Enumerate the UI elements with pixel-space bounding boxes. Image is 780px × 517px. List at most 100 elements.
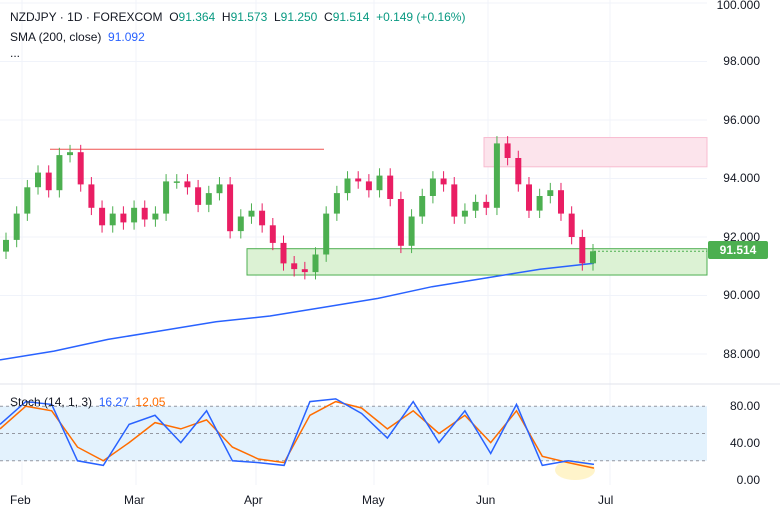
price-tick: 98.000 — [723, 54, 760, 68]
more-indicators[interactable]: ... — [10, 46, 20, 60]
candle-body — [141, 207, 148, 220]
candle-body — [259, 210, 266, 226]
candle-body — [419, 196, 426, 217]
price-tick: 100.000 — [716, 0, 760, 12]
candle-body — [558, 190, 564, 214]
stoch-tick: 40.00 — [729, 436, 760, 450]
candle-body — [99, 207, 106, 226]
candle-body — [365, 181, 372, 191]
time-tick: Apr — [244, 493, 263, 507]
low-label: L — [273, 10, 281, 24]
candle-body — [195, 187, 202, 205]
candle-body — [291, 263, 298, 270]
exchange-name: FOREXCOM — [93, 10, 163, 24]
high-label: H — [221, 10, 231, 24]
candle-body — [173, 181, 180, 183]
candle-body — [461, 210, 468, 217]
interval[interactable]: 1D — [67, 10, 83, 24]
candle-body — [579, 237, 586, 264]
high-value: 91.573 — [230, 10, 268, 24]
candle-body — [120, 213, 127, 223]
candle-body — [280, 242, 287, 264]
highlight-circle — [555, 460, 595, 480]
candle-body — [355, 178, 362, 182]
candle-body — [131, 207, 138, 223]
stoch-d-line — [0, 400, 595, 469]
sma-label: SMA (200, close) — [10, 30, 102, 44]
price-tick: 94.000 — [723, 171, 760, 185]
close-label: C — [324, 10, 333, 24]
candle-body — [504, 143, 511, 158]
candle-body — [88, 184, 95, 208]
candle-body — [408, 216, 415, 246]
candle-body — [515, 158, 522, 185]
more-label: ... — [10, 46, 21, 60]
candle-body — [216, 184, 223, 194]
candle-body — [3, 239, 9, 252]
candle-body — [152, 213, 159, 220]
open-value: 91.364 — [178, 10, 216, 24]
candle-body — [109, 213, 116, 226]
separator: · — [59, 10, 64, 24]
candle-body — [526, 184, 532, 211]
stoch-k-value: 16.27 — [98, 395, 129, 409]
candle-body — [312, 254, 319, 273]
candle-body — [163, 181, 170, 214]
candle-body — [376, 175, 383, 191]
candle-body — [56, 155, 63, 191]
time-tick: Mar — [124, 493, 145, 507]
stoch-label: Stoch (14, 1, 3) — [10, 395, 93, 409]
price-tick: 96.000 — [723, 113, 760, 127]
time-tick: Jul — [598, 493, 614, 507]
candle-body — [472, 201, 479, 211]
candle-body — [237, 216, 244, 232]
candle-body — [547, 190, 554, 196]
candle-body — [45, 172, 52, 191]
candle-body — [397, 199, 404, 246]
ohlc-legend: NZDJPY · 1D · FOREXCOM O91.364 H91.573 L… — [10, 10, 465, 24]
candle-body — [67, 152, 73, 156]
sma-legend[interactable]: SMA (200, close) 91.092 — [10, 30, 145, 44]
candle-body — [493, 143, 500, 208]
current-price-badge: 91.514 — [708, 241, 768, 259]
candle-body — [387, 175, 394, 199]
price-tick: 90.000 — [723, 288, 760, 302]
symbol-name[interactable]: NZDJPY — [10, 10, 57, 24]
low-value: 91.250 — [280, 10, 318, 24]
candle-body — [440, 178, 447, 185]
candle-body — [227, 184, 234, 232]
stoch-legend[interactable]: Stoch (14, 1, 3) 16.27 12.05 — [10, 395, 165, 409]
sma-value: 91.092 — [108, 30, 145, 44]
sma-line — [0, 262, 595, 361]
candle-body — [269, 225, 276, 243]
stoch-d-value: 12.05 — [135, 395, 166, 409]
candle-body — [590, 251, 596, 264]
stoch-tick: 0.00 — [736, 473, 760, 487]
candle-body — [35, 172, 41, 188]
time-tick: Feb — [10, 493, 31, 507]
time-tick: Jun — [476, 493, 496, 507]
candle-body — [568, 213, 575, 237]
open-label: O — [169, 10, 179, 24]
stoch-k-line — [0, 398, 595, 467]
candle-body — [13, 213, 20, 240]
price-tick: 92.000 — [723, 230, 760, 244]
candle-body — [24, 187, 31, 214]
candle-body — [205, 193, 212, 205]
candle-body — [77, 152, 84, 185]
price-tick: 88.000 — [723, 347, 760, 361]
time-tick: May — [362, 493, 385, 507]
candle-body — [536, 196, 543, 211]
change-value: +0.149 (+0.16%) — [376, 10, 466, 24]
candle-body — [483, 201, 490, 208]
candle-body — [451, 184, 458, 217]
stoch-tick: 80.00 — [729, 399, 760, 413]
candle-body — [301, 269, 308, 273]
candle-body — [333, 193, 340, 214]
separator: · — [85, 10, 90, 24]
candle-body — [344, 178, 351, 194]
candle-body — [184, 181, 191, 188]
candle-body — [429, 178, 436, 196]
candle-body — [323, 213, 330, 255]
